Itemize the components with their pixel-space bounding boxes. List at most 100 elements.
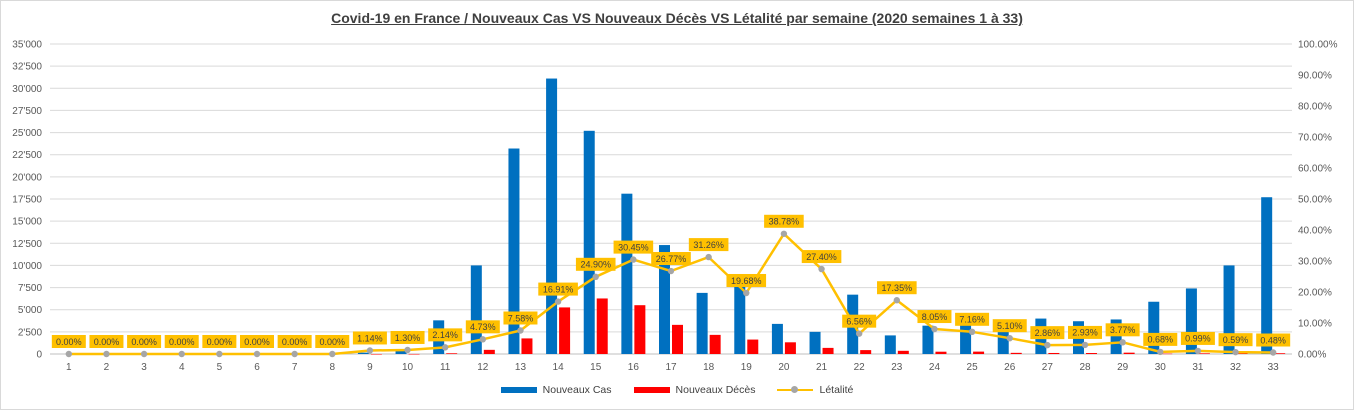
bar-cases xyxy=(470,265,482,354)
data-label-box xyxy=(465,320,500,334)
x-tick-label: 28 xyxy=(1079,362,1091,373)
data-label: 2.86% xyxy=(1035,328,1061,338)
bar-cases xyxy=(997,330,1009,354)
x-tick-label: 26 xyxy=(1004,362,1016,373)
y-axis-left: 0 2'500 5'000 7'500 10'000 12'500 15'000 17'500… xyxy=(12,40,42,361)
y2-tick-label: 50.00% xyxy=(1298,195,1332,206)
bar-deaths xyxy=(446,353,458,354)
bar-cases xyxy=(357,352,369,354)
data-label: 2.14% xyxy=(432,330,458,340)
legend-swatch-cases xyxy=(500,387,537,393)
x-tick-label: 25 xyxy=(967,362,979,373)
x-tick-label: 7 xyxy=(292,362,298,373)
x-tick-label: 23 xyxy=(891,362,903,373)
bar-deaths xyxy=(521,338,533,354)
x-tick-label: 10 xyxy=(402,362,414,373)
data-label: 24.90% xyxy=(580,260,611,270)
line-point xyxy=(705,253,712,261)
line-point xyxy=(441,344,449,351)
data-label: 27.40% xyxy=(806,252,837,262)
legend-item-deaths: Nouveaux Décès xyxy=(633,384,755,396)
bar-deaths xyxy=(672,324,683,354)
data-label-box xyxy=(352,331,387,345)
y-axis-right: 0.00% 10.00% 20.00% 30.00% 40.00% 50.00% 60.00… xyxy=(1298,40,1338,361)
data-labels: 0.00% 0.00% 0.00% 0.00% 0.00% 0.00% 0.00% 0.00%… xyxy=(51,214,1291,348)
line-point xyxy=(931,325,938,333)
bar-cases xyxy=(734,280,746,354)
y-tick-label: 35'000 xyxy=(12,40,42,51)
bar-deaths xyxy=(1086,353,1097,354)
data-label: 17.35% xyxy=(882,283,913,293)
line-point xyxy=(1119,339,1126,346)
line-point xyxy=(1006,334,1013,342)
y-tick-label: 30'000 xyxy=(12,84,42,95)
x-tick-label: 6 xyxy=(254,362,260,373)
bar-deaths xyxy=(408,353,420,355)
data-label: 4.73% xyxy=(470,322,496,332)
data-label-box xyxy=(89,335,124,348)
y2-tick-label: 100.00% xyxy=(1298,40,1338,51)
line-point xyxy=(855,330,863,337)
y-tick-label: 17'500 xyxy=(12,195,42,206)
line-point xyxy=(1157,348,1164,356)
bar-cases xyxy=(508,148,520,354)
data-label-box xyxy=(801,250,842,264)
bar-cases xyxy=(809,331,821,354)
data-label: 19.68% xyxy=(731,276,762,286)
line-point xyxy=(968,328,976,336)
data-label-box xyxy=(51,335,86,348)
data-label: 26.77% xyxy=(656,254,687,264)
data-label-box xyxy=(1030,326,1065,340)
bar-cases xyxy=(960,321,972,354)
x-tick-label: 13 xyxy=(515,362,527,373)
x-tick-label: 20 xyxy=(778,362,790,373)
data-label-box xyxy=(764,214,804,228)
bar-deaths xyxy=(1274,353,1286,354)
x-tick-label: 11 xyxy=(440,362,451,373)
bar-cases xyxy=(1110,319,1122,354)
y-tick-label: 15'000 xyxy=(12,217,42,228)
data-label: 0.00% xyxy=(94,337,120,347)
x-tick-label: 5 xyxy=(217,362,223,373)
bar-deaths xyxy=(483,349,495,354)
data-label-box xyxy=(1105,323,1140,337)
data-label: 38.78% xyxy=(769,217,800,227)
data-label-box xyxy=(992,319,1027,333)
data-label: 31.26% xyxy=(693,240,724,250)
line-point xyxy=(366,347,374,354)
bar-deaths xyxy=(559,307,571,354)
y-tick-label: 7'500 xyxy=(18,283,43,294)
chart-plot: 0 2'500 5'000 7'500 10'000 12'500 15'000 17'500… xyxy=(12,40,1338,374)
legend-label-lethality: Létalité xyxy=(819,384,854,396)
bar-deaths xyxy=(784,342,796,354)
data-label-box xyxy=(315,335,350,348)
x-tick-label: 27 xyxy=(1042,362,1054,373)
line-point xyxy=(743,289,750,297)
data-label: 7.16% xyxy=(959,315,985,325)
y-tick-label: 27'500 xyxy=(12,106,42,117)
legend-swatch-deaths xyxy=(633,387,670,393)
legend-swatch-lethality xyxy=(777,386,814,393)
y-tick-label: 20'000 xyxy=(12,172,42,183)
y2-tick-label: 0.00% xyxy=(1298,350,1326,361)
line-series xyxy=(65,230,1277,358)
line-point xyxy=(65,350,73,358)
bar-deaths xyxy=(897,350,909,354)
line-point xyxy=(1044,341,1051,349)
y2-tick-label: 20.00% xyxy=(1298,288,1332,299)
x-tick-label: 30 xyxy=(1155,362,1167,373)
line-point xyxy=(103,350,110,358)
x-tick-label: 31 xyxy=(1192,362,1204,373)
data-label: 6.56% xyxy=(846,316,872,326)
data-label: 3.77% xyxy=(1110,325,1136,335)
data-label: 0.59% xyxy=(1223,335,1249,345)
bar-cases xyxy=(1261,197,1273,354)
x-tick-label: 29 xyxy=(1117,362,1129,373)
bar-deaths xyxy=(1236,353,1248,354)
data-label-box xyxy=(688,238,729,252)
line-point xyxy=(253,350,261,358)
line-point xyxy=(818,265,825,273)
x-tick-label: 1 xyxy=(66,362,72,373)
data-label: 7.58% xyxy=(508,313,534,323)
line-point xyxy=(667,267,675,275)
